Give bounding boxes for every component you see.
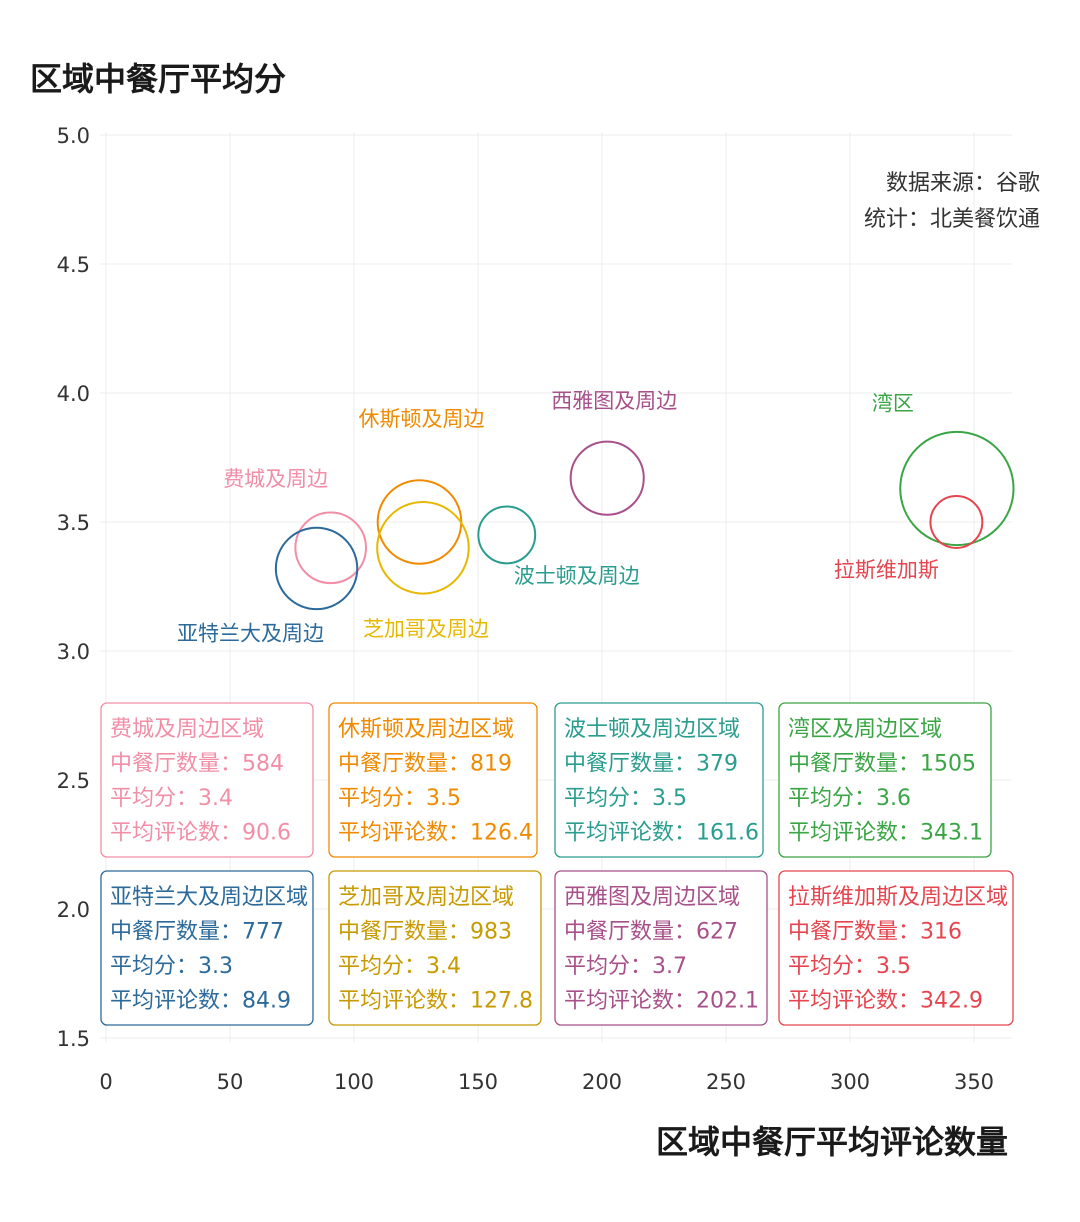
info-box-line: 平均评论数：127.8 [338, 989, 533, 1014]
bubble-label: 波士顿及周边 [514, 564, 640, 588]
info-box-line: 平均评论数：84.9 [110, 989, 291, 1014]
info-box-frame [328, 870, 542, 1026]
info-box-line: 中餐厅数量：584 [110, 752, 284, 777]
info-box-line: 中餐厅数量：777 [110, 920, 284, 945]
x-tick-label: 350 [954, 1070, 994, 1094]
x-tick-label: 100 [334, 1070, 374, 1094]
bubble-label: 亚特兰大及周边 [177, 621, 324, 645]
info-box-title: 波士顿及周边区域 [564, 717, 740, 742]
info-box-line: 平均分：3.3 [110, 954, 233, 979]
info-box-frame [554, 702, 764, 858]
info-box-line: 中餐厅数量：983 [338, 920, 512, 945]
info-box-frame [554, 870, 768, 1026]
info-box-line: 中餐厅数量：316 [788, 920, 962, 945]
info-box-frame [778, 702, 992, 858]
stats-note: 统计：北美餐饮通 [864, 207, 1040, 232]
info-box-title: 亚特兰大及周边区域 [110, 885, 308, 910]
bubble [376, 501, 470, 595]
y-tick-label: 3.0 [57, 640, 90, 664]
chart-title: 区域中餐厅平均分 [30, 60, 286, 98]
info-box-frame [100, 702, 314, 858]
info-box-line: 平均分：3.5 [338, 786, 461, 811]
info-box-line: 平均分：3.4 [110, 786, 233, 811]
info-box-title: 芝加哥及周边区域 [338, 885, 514, 910]
bubble [899, 430, 1015, 547]
info-box-line: 平均评论数：343.1 [788, 821, 983, 846]
info-box-line: 中餐厅数量：379 [564, 752, 738, 777]
info-box-line: 平均分：3.4 [338, 954, 461, 979]
info-box-frame [778, 870, 1014, 1026]
y-tick-label: 3.5 [57, 511, 90, 535]
y-tick-label: 5.0 [57, 124, 90, 148]
y-tick-label: 2.0 [57, 898, 90, 922]
info-box-frame [100, 870, 314, 1026]
info-box-title: 拉斯维加斯及周边区域 [788, 885, 1008, 910]
x-tick-label: 200 [582, 1070, 622, 1094]
y-tick-label: 2.5 [57, 769, 90, 793]
bubble [294, 511, 367, 585]
x-tick-label: 250 [706, 1070, 746, 1094]
info-box-line: 平均评论数：161.6 [564, 821, 759, 846]
bubble [274, 526, 359, 611]
y-tick-label: 1.5 [57, 1027, 90, 1051]
bubble [569, 440, 645, 516]
bubble-label: 湾区 [872, 391, 914, 415]
x-tick-label: 300 [830, 1070, 870, 1094]
x-tick-label: 50 [217, 1070, 244, 1094]
axis-ticks: 0 50 100 150 200 250 300 350 1.5 2.0 2.5 3.0 3.5 4.0 4… [57, 124, 994, 1094]
info-box-line: 中餐厅数量：819 [338, 752, 512, 777]
info-box-line: 平均分：3.5 [564, 786, 687, 811]
info-box-title: 费城及周边区域 [110, 717, 264, 742]
bubble [929, 495, 984, 549]
info-box-line: 平均评论数：126.4 [338, 821, 533, 846]
bubble-label: 芝加哥及周边 [363, 617, 489, 641]
bubble-label: 费城及周边 [223, 467, 328, 491]
info-box-line: 中餐厅数量：627 [564, 920, 738, 945]
info-box-line: 平均评论数：90.6 [110, 821, 291, 846]
info-box-title: 西雅图及周边区域 [564, 885, 740, 910]
info-box-line: 平均评论数：342.9 [788, 989, 983, 1014]
info-box-line: 平均评论数：202.1 [564, 989, 759, 1014]
x-tick-label: 0 [99, 1070, 112, 1094]
source-note: 数据来源：谷歌 [886, 171, 1040, 196]
info-box-title: 湾区及周边区域 [788, 717, 942, 742]
info-box-line: 中餐厅数量：1505 [788, 752, 976, 777]
info-box-line: 平均分：3.7 [564, 954, 687, 979]
bubble-label: 拉斯维加斯 [834, 558, 939, 582]
info-box-frame [328, 702, 538, 858]
bubble-label: 休斯顿及周边 [358, 407, 484, 431]
info-box-line: 平均分：3.6 [788, 786, 911, 811]
bubble [477, 505, 537, 565]
x-axis-title: 区域中餐厅平均评论数量 [656, 1123, 1008, 1161]
info-box-title: 休斯顿及周边区域 [338, 717, 514, 742]
bubble-label: 西雅图及周边 [551, 389, 677, 413]
info-box-line: 平均分：3.5 [788, 954, 911, 979]
y-tick-label: 4.5 [57, 253, 90, 277]
x-tick-label: 150 [458, 1070, 498, 1094]
y-tick-label: 4.0 [57, 382, 90, 406]
